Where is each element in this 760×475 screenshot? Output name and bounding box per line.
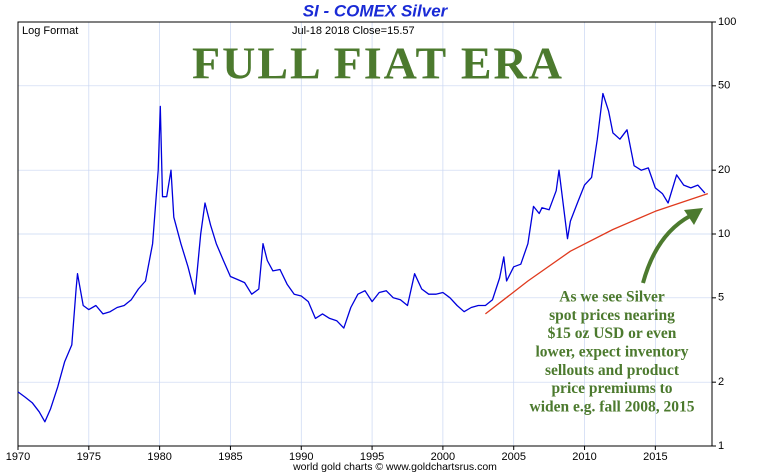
annotation-line: $15 oz USD or even: [548, 325, 677, 342]
y-tick-label: 50: [718, 80, 730, 92]
x-tick-label: 1995: [360, 451, 384, 463]
series-line: [17, 92, 706, 423]
x-tick-label: 2000: [431, 451, 455, 463]
chart-title: SI - COMEX Silver: [303, 1, 449, 20]
arrow: [641, 214, 691, 284]
x-tick-label: 1990: [289, 451, 313, 463]
footer: world gold charts © www.goldchartsrus.co…: [292, 461, 497, 473]
y-tick-label: 100: [718, 16, 736, 28]
annotation-line: sellouts and product: [545, 362, 680, 379]
annotation-line: spot prices nearing: [549, 307, 675, 324]
x-tick-label: 1975: [77, 451, 101, 463]
x-tick-label: 2005: [501, 451, 525, 463]
annotation-line: widen e.g. fall 2008, 2015: [530, 398, 695, 415]
annotation-line: price premiums to: [551, 380, 672, 397]
x-tick-label: 1985: [218, 451, 242, 463]
y-tick-label: 10: [718, 228, 730, 240]
arrow-head: [684, 208, 703, 225]
y-tick-label: 1: [718, 440, 724, 452]
y-tick-label: 5: [718, 292, 724, 304]
x-tick-label: 2010: [572, 451, 596, 463]
grid: [17, 21, 712, 447]
x-tick-label: 2015: [643, 451, 667, 463]
info-label: Jul-18 2018 Close=15.57: [292, 25, 415, 37]
y-tick-label: 20: [718, 164, 730, 176]
annotation-line: lower, expect inventory: [535, 343, 688, 360]
scale-label: Log Format: [22, 25, 78, 37]
x-tick-label: 1970: [6, 451, 30, 463]
series-line: [485, 192, 709, 315]
headline: FULL FIAT ERA: [192, 38, 564, 89]
y-tick-label: 2: [718, 376, 724, 388]
x-tick-label: 1980: [147, 451, 171, 463]
annotation-line: As we see Silver: [559, 289, 665, 306]
